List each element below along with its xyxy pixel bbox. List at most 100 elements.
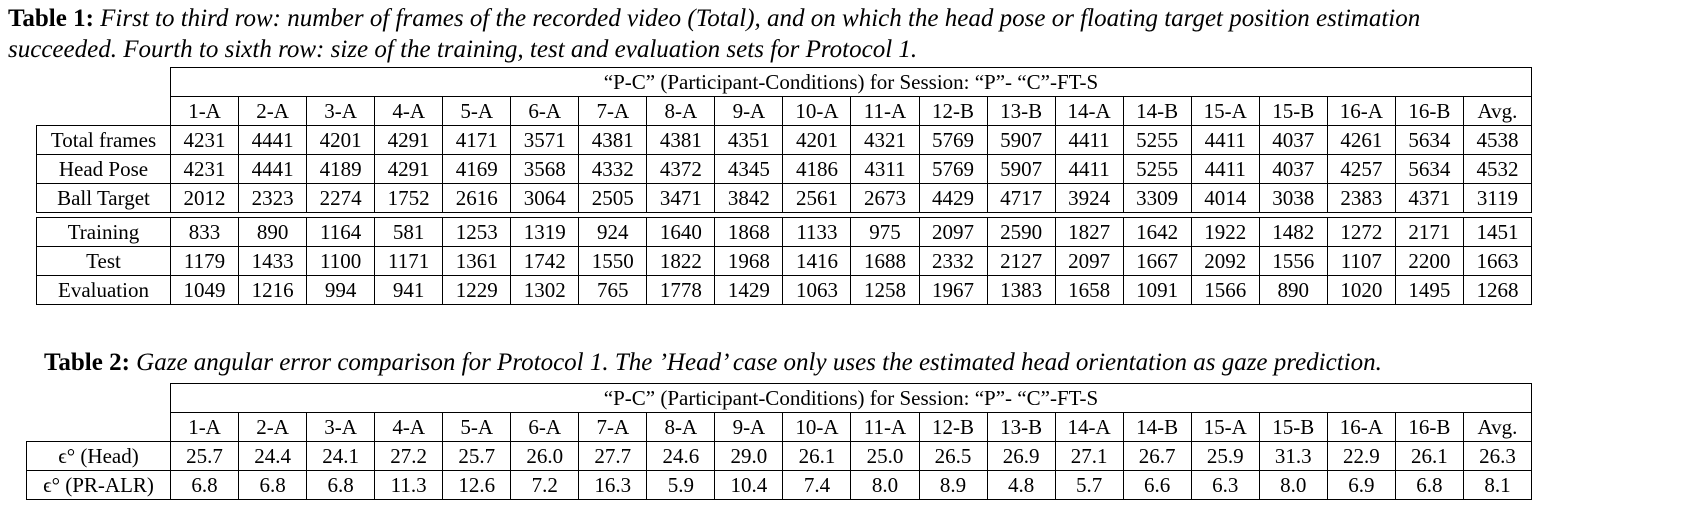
- table1-cell: 4169: [442, 154, 512, 184]
- table1-cell: 3924: [1054, 183, 1124, 213]
- table1-cell: 1020: [1326, 275, 1396, 305]
- table2-cell: 26.3: [1462, 441, 1533, 471]
- table2-column-header: 13-B: [986, 412, 1056, 442]
- table1-cell: 1216: [238, 275, 308, 305]
- table1-cell: 4186: [782, 154, 852, 184]
- table2-cell: 26.9: [986, 441, 1056, 471]
- table2-cell: 25.9: [1190, 441, 1260, 471]
- table2-cell: 4.8: [986, 470, 1056, 500]
- table1-cell: 4261: [1326, 125, 1396, 155]
- table1-cell: 1361: [442, 246, 512, 276]
- table1-cell: 2274: [306, 183, 376, 213]
- table1-cell: 1550: [578, 246, 648, 276]
- table1-cell: 890: [238, 217, 308, 247]
- table1-cell: 1164: [306, 217, 376, 247]
- table1-cell: 1268: [1462, 275, 1533, 305]
- table2-cell: 27.2: [374, 441, 444, 471]
- table1-column-header: 15-A: [1190, 96, 1260, 126]
- table1-cell: 975: [850, 217, 920, 247]
- table1-cell: 2127: [986, 246, 1056, 276]
- table1-cell: 3568: [510, 154, 580, 184]
- table1-column-header: 10-A: [782, 96, 852, 126]
- table1-columns-row: 1-A 2-A 3-A 4-A 5-A 6-A 7-A 8-A 9-A 10-A 11-A 12-B 1…: [37, 96, 1533, 126]
- table2-row: ϵ° (PR-ALR) 6.8 6.8 6.8 11.3 12.6 7.2 16.3 5.9 10…: [26, 470, 1533, 500]
- table1-cell: 4311: [850, 154, 920, 184]
- table1-cell: 4351: [714, 125, 784, 155]
- table2-row: ϵ° (Head) 25.7 24.4 24.1 27.2 25.7 26.0 27.7 24.…: [26, 441, 1533, 471]
- table1-cell: 1642: [1122, 217, 1192, 247]
- table1-cell: 5255: [1122, 125, 1192, 155]
- table1-cell: 4332: [578, 154, 648, 184]
- table1-cell: 833: [169, 217, 240, 247]
- table1-cell: 5255: [1122, 154, 1192, 184]
- table1-cell: 3571: [510, 125, 580, 155]
- table2-cell: 6.8: [306, 470, 376, 500]
- table1-cell: 4411: [1190, 125, 1260, 155]
- table1-cell: 4189: [306, 154, 376, 184]
- table1-cell: 3119: [1462, 183, 1533, 213]
- table1-cell: 1133: [782, 217, 852, 247]
- table1-cell: 1229: [442, 275, 512, 305]
- table2-caption-text: Gaze angular error comparison for Protoc…: [136, 349, 1382, 376]
- table1-cell: 890: [1258, 275, 1328, 305]
- table1-cell: 1049: [169, 275, 240, 305]
- table1-row: Head Pose 4231 4441 4189 4291 4169 3568 4332 437…: [36, 154, 1533, 184]
- table1-cell: 1272: [1326, 217, 1396, 247]
- table1-cell: 4231: [169, 154, 240, 184]
- table1-cell: 2616: [442, 183, 512, 213]
- table1-cell: 2590: [986, 217, 1056, 247]
- table1-cell: 5769: [918, 125, 988, 155]
- table2-column-header: 8-A: [646, 412, 716, 442]
- table1-column-header: 1-A: [169, 96, 240, 126]
- table1-row-label: Total frames: [36, 125, 171, 155]
- table1-cell: 2561: [782, 183, 852, 213]
- table1-row: Training 833 890 1164 581 1253 1319 924 1640 1868…: [36, 217, 1533, 247]
- table1-cell: 1100: [306, 246, 376, 276]
- table1-cell: 1868: [714, 217, 784, 247]
- table1-cell: 1667: [1122, 246, 1192, 276]
- table1-caption-text: First to third row: number of frames of …: [100, 5, 1421, 32]
- table1-cell: 1258: [850, 275, 920, 305]
- table2-header: “P-C” (Participant-Conditions) for Sessi…: [170, 383, 1532, 413]
- table1-column-header: 16-B: [1394, 96, 1464, 126]
- table2-cell: 5.7: [1054, 470, 1124, 500]
- table1-column-header: 11-A: [850, 96, 920, 126]
- table2-row-label: ϵ° (PR-ALR): [26, 470, 171, 500]
- table1-corner-2: [37, 97, 171, 126]
- table2-column-header: 11-A: [850, 412, 920, 442]
- table1-cell: 1663: [1462, 246, 1533, 276]
- table1-cell: 1416: [782, 246, 852, 276]
- table1-row: Ball Target 2012 2323 2274 1752 2616 3064 2505 3…: [36, 183, 1533, 213]
- table2-cell: 8.9: [918, 470, 988, 500]
- table1-column-header: 8-A: [646, 96, 716, 126]
- table1-cell: 1319: [510, 217, 580, 247]
- table1-cell: 4014: [1190, 183, 1260, 213]
- table1-cell: 1451: [1462, 217, 1533, 247]
- table1-row: Test 1179 1433 1100 1171 1361 1742 1550 1822 1968…: [36, 246, 1533, 276]
- table2-cell: 6.3: [1190, 470, 1260, 500]
- table1-corner: [37, 68, 171, 97]
- table2-column-header: 9-A: [714, 412, 784, 442]
- table1-caption-text-2: succeeded. Fourth to sixth row: size of …: [8, 36, 918, 63]
- table1-cell: 1922: [1190, 217, 1260, 247]
- table1-cell: 4291: [374, 154, 444, 184]
- table1-row-label: Test: [36, 246, 171, 276]
- table1-cell: 3038: [1258, 183, 1328, 213]
- table1-cell: 2383: [1326, 183, 1396, 213]
- table1-column-header: 14-A: [1054, 96, 1124, 126]
- table2-cell: 24.6: [646, 441, 716, 471]
- table2-cell: 6.6: [1122, 470, 1192, 500]
- table1-cell: 5634: [1394, 154, 1464, 184]
- table2-cell: 24.1: [306, 441, 376, 471]
- table1-cell: 4037: [1258, 125, 1328, 155]
- table1-cell: 1640: [646, 217, 716, 247]
- table2: “P-C” (Participant-Conditions) for Sessi…: [26, 383, 1533, 500]
- table1-cell: 4381: [646, 125, 716, 155]
- table1-column-header: 3-A: [306, 96, 376, 126]
- table1-column-header: 13-B: [986, 96, 1056, 126]
- table2-corner-2: [27, 413, 171, 442]
- table2-caption-label: Table 2:: [44, 349, 130, 376]
- table2-column-header: 1-A: [169, 412, 240, 442]
- table1-column-header: 4-A: [374, 96, 444, 126]
- table1-cell: 2097: [918, 217, 988, 247]
